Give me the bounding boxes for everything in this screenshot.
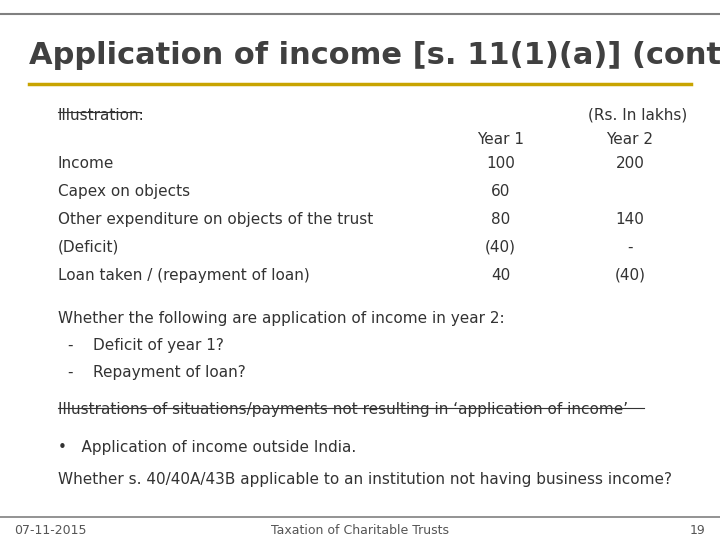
- Text: 100: 100: [486, 156, 515, 171]
- Text: •   Application of income outside India.: • Application of income outside India.: [58, 440, 356, 455]
- Text: 60: 60: [491, 184, 510, 199]
- Text: 140: 140: [616, 212, 644, 227]
- Text: 19: 19: [690, 524, 706, 537]
- Text: 40: 40: [491, 268, 510, 283]
- Text: 200: 200: [616, 156, 644, 171]
- Text: (40): (40): [485, 240, 516, 255]
- Text: Taxation of Charitable Trusts: Taxation of Charitable Trusts: [271, 524, 449, 537]
- Text: -    Repayment of loan?: - Repayment of loan?: [68, 365, 246, 380]
- Text: Loan taken / (repayment of loan): Loan taken / (repayment of loan): [58, 268, 310, 283]
- Text: -    Deficit of year 1?: - Deficit of year 1?: [68, 338, 224, 353]
- Text: Income: Income: [58, 156, 114, 171]
- Text: 07-11-2015: 07-11-2015: [14, 524, 87, 537]
- Text: (Deficit): (Deficit): [58, 240, 119, 255]
- Text: Whether the following are application of income in year 2:: Whether the following are application of…: [58, 311, 504, 326]
- Text: Capex on objects: Capex on objects: [58, 184, 190, 199]
- Text: (40): (40): [614, 268, 646, 283]
- Text: 80: 80: [491, 212, 510, 227]
- Text: Year 1: Year 1: [477, 132, 524, 147]
- Text: Whether s. 40/40A/43B applicable to an institution not having business income?: Whether s. 40/40A/43B applicable to an i…: [58, 472, 672, 487]
- Text: Other expenditure on objects of the trust: Other expenditure on objects of the trus…: [58, 212, 373, 227]
- Text: Application of income [s. 11(1)(a)] (cont.): Application of income [s. 11(1)(a)] (con…: [29, 40, 720, 70]
- Text: (Rs. In lakhs): (Rs. In lakhs): [588, 108, 688, 123]
- Text: Year 2: Year 2: [606, 132, 654, 147]
- Text: -: -: [627, 240, 633, 255]
- Text: Illustrations of situations/payments not resulting in ‘application of income’: Illustrations of situations/payments not…: [58, 402, 628, 417]
- Text: Illustration:: Illustration:: [58, 108, 144, 123]
